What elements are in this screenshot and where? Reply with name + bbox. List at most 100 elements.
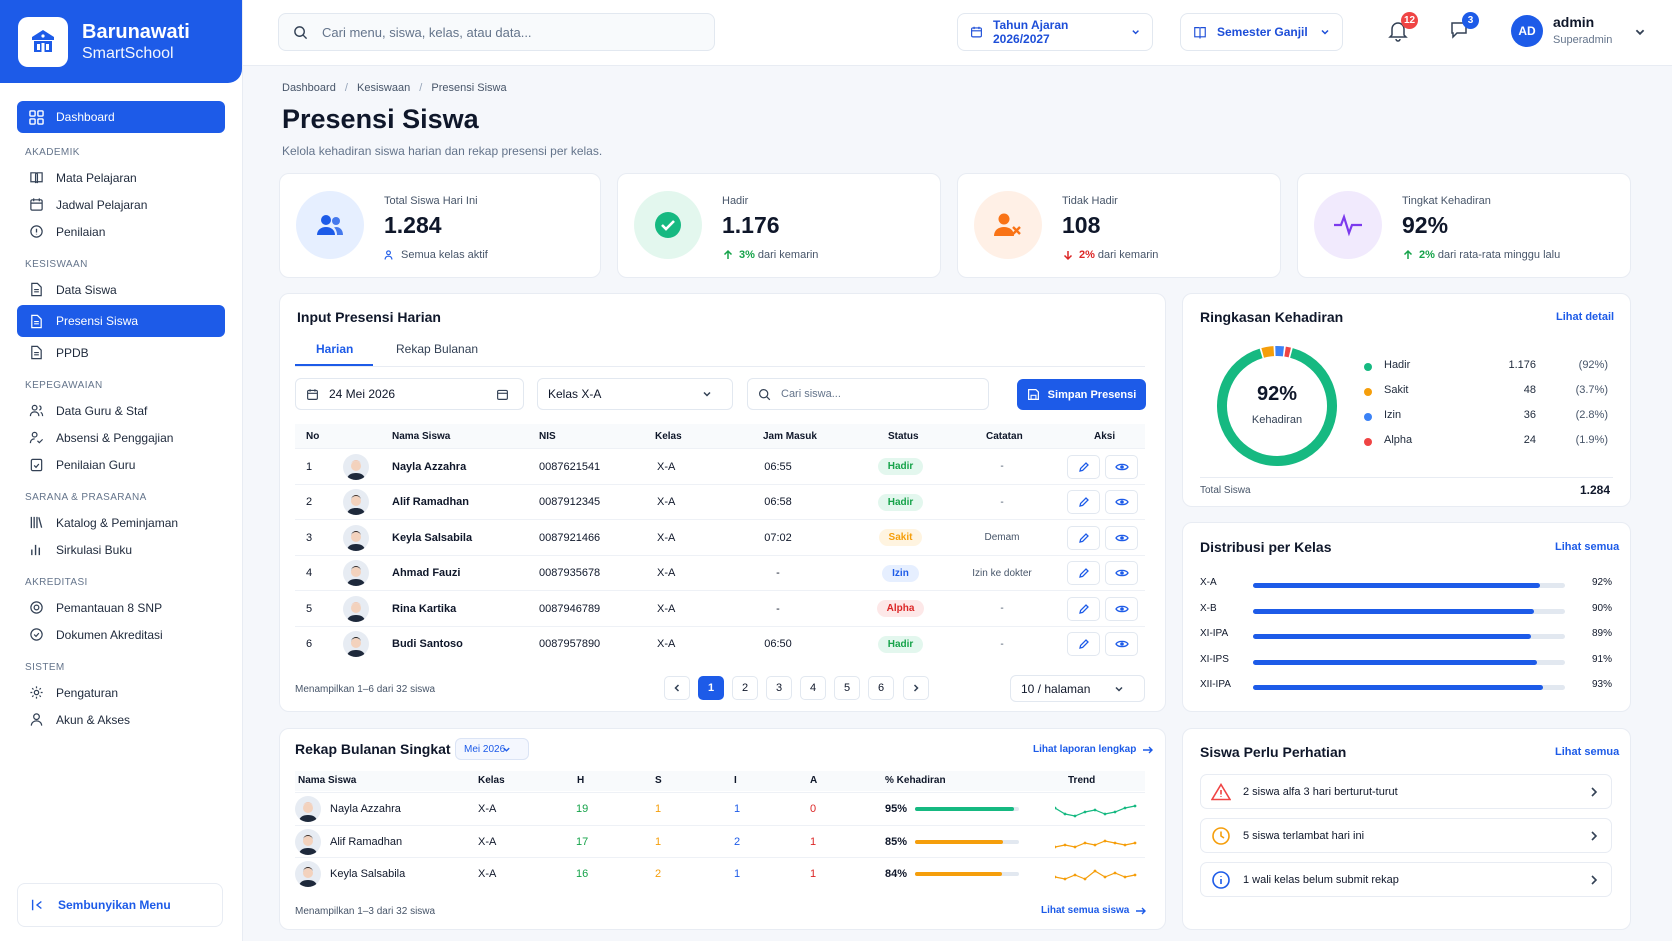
stat-delta: 3% xyxy=(739,249,755,261)
sidebar-item-pemantauan[interactable]: Pemantauan 8 SNP xyxy=(17,594,225,621)
edit-button[interactable] xyxy=(1067,525,1100,550)
all-students-link[interactable]: Lihat semua siswa xyxy=(1041,905,1147,916)
status-badge[interactable]: Sakit xyxy=(878,529,923,546)
avatar[interactable]: AD xyxy=(1511,15,1543,47)
cell-name[interactable]: Keyla Salsabila xyxy=(392,531,473,544)
sidebar-item-jadwal-pelajaran[interactable]: Jadwal Pelajaran xyxy=(17,191,225,218)
breadcrumb-item[interactable]: Dashboard xyxy=(282,82,336,94)
breadcrumb: Dashboard / Kesiswaan / Presensi Siswa xyxy=(282,82,507,94)
breadcrumb-item[interactable]: Kesiswaan xyxy=(357,82,411,94)
edit-button[interactable] xyxy=(1067,561,1100,585)
save-icon xyxy=(1027,389,1039,400)
cell-name[interactable]: Alif Ramadhan xyxy=(392,496,470,508)
semester-selector[interactable]: Semester Ganjil xyxy=(1180,13,1343,51)
per-page-select[interactable]: 10 / halaman xyxy=(1010,675,1145,702)
cell-name[interactable]: Nayla Azzahra xyxy=(392,460,467,473)
page-button[interactable]: 4 xyxy=(800,676,826,700)
view-button[interactable] xyxy=(1105,454,1138,479)
activity-icon xyxy=(1314,191,1382,259)
attention-item[interactable]: 2 siswa alfa 3 hari berturut-turut xyxy=(1200,774,1612,809)
year-selector[interactable]: Tahun Ajaran 2026/2027 xyxy=(957,13,1153,51)
sidebar-item-katalog[interactable]: Katalog & Peminjaman xyxy=(17,509,225,536)
all-students-label: Lihat semua siswa xyxy=(1041,905,1130,916)
sidebar-item-data-guru[interactable]: Data Guru & Staf xyxy=(17,397,225,424)
rekap-card xyxy=(279,728,1166,930)
date-picker[interactable]: 24 Mei 2026 xyxy=(295,378,524,410)
sidebar-item-mata-pelajaran[interactable]: Mata Pelajaran xyxy=(17,164,225,191)
page-title: Presensi Siswa xyxy=(282,104,479,134)
global-search-input[interactable]: Cari menu, siswa, kelas, atau data... xyxy=(278,13,715,51)
rekap-kelas: X-A xyxy=(478,868,497,880)
view-button[interactable] xyxy=(1105,596,1138,621)
status-badge[interactable]: Izin xyxy=(882,564,919,582)
sidebar-item-dashboard[interactable]: Dashboard xyxy=(17,101,225,133)
rekap-name[interactable]: Alif Ramadhan xyxy=(330,835,403,848)
attention-all-link[interactable]: Lihat semua xyxy=(1555,746,1620,758)
status-badge[interactable]: Alpha xyxy=(876,600,925,617)
attention-text: 5 siswa terlambat hari ini xyxy=(1243,829,1365,842)
full-report-link[interactable]: Lihat laporan lengkap xyxy=(1033,744,1154,755)
view-button[interactable] xyxy=(1105,490,1138,514)
distribution-all-link[interactable]: Lihat semua xyxy=(1555,541,1620,553)
save-attendance-button[interactable]: Simpan Presensi xyxy=(1017,379,1146,410)
edit-button[interactable] xyxy=(1067,454,1100,479)
next-page-button[interactable] xyxy=(903,676,929,700)
chevron-down-icon xyxy=(1115,686,1123,692)
user-name[interactable]: admin xyxy=(1553,14,1595,30)
attention-item[interactable]: 5 siswa terlambat hari ini xyxy=(1200,818,1612,853)
tab-harian[interactable]: Harian xyxy=(316,342,354,356)
sidebar-item-pengaturan[interactable]: Pengaturan xyxy=(17,679,225,706)
distribution-row: XI-IPA 89% xyxy=(1200,628,1612,644)
month-select[interactable]: Mei 2026 xyxy=(455,738,529,760)
sidebar-item-penilaian[interactable]: Penilaian xyxy=(17,218,225,245)
sidebar-item-data-siswa[interactable]: Data Siswa xyxy=(17,276,225,303)
distribution-kelas: XII-IPA xyxy=(1200,679,1231,690)
cell-name[interactable]: Ahmad Fauzi xyxy=(392,567,461,579)
cell-name[interactable]: Rina Kartika xyxy=(392,602,457,615)
page-button[interactable]: 3 xyxy=(766,676,792,700)
prev-page-button[interactable] xyxy=(664,676,690,700)
status-badge[interactable]: Hadir xyxy=(877,493,924,511)
page-button[interactable]: 1 xyxy=(698,676,724,700)
edit-button[interactable] xyxy=(1067,596,1100,621)
sidebar-item-penilaian-guru[interactable]: Penilaian Guru xyxy=(17,451,225,478)
sidebar-item-presensi-siswa[interactable]: Presensi Siswa xyxy=(17,305,225,337)
summary-detail-link[interactable]: Lihat detail xyxy=(1556,311,1615,323)
view-button[interactable] xyxy=(1105,632,1138,656)
sidebar-item-ppdb[interactable]: PPDB xyxy=(17,339,225,366)
chevron-down-icon[interactable] xyxy=(1634,26,1646,38)
messages-button[interactable]: 3 xyxy=(1449,12,1479,43)
sidebar-item-sirkulasi[interactable]: Sirkulasi Buku xyxy=(17,536,225,563)
view-button[interactable] xyxy=(1105,561,1138,585)
student-search-input[interactable]: Cari siswa... xyxy=(747,378,989,410)
brand[interactable]: Barunawati SmartSchool xyxy=(0,0,242,83)
avatar xyxy=(343,449,369,484)
rekap-name[interactable]: Nayla Azzahra xyxy=(330,803,401,815)
sidebar-item-dokumen[interactable]: Dokumen Akreditasi xyxy=(17,621,225,648)
hide-menu-button[interactable]: Sembunyikan Menu xyxy=(17,883,223,927)
edit-button[interactable] xyxy=(1067,632,1100,656)
sidebar-item-absensi[interactable]: Absensi & Penggajian xyxy=(17,424,225,451)
sidebar-item-akun[interactable]: Akun & Akses xyxy=(17,706,225,733)
avatar xyxy=(295,793,321,825)
page-button[interactable]: 6 xyxy=(868,676,894,700)
cell-catatan: - xyxy=(1000,603,1004,614)
kelas-select[interactable]: Kelas X-A xyxy=(537,378,733,410)
notification-button[interactable]: 12 xyxy=(1388,12,1418,45)
file-icon xyxy=(31,345,42,360)
status-badge[interactable]: Hadir xyxy=(877,458,924,475)
year-label: Tahun Ajaran 2026/2027 xyxy=(993,18,1069,46)
view-button[interactable] xyxy=(1105,525,1138,550)
page-button[interactable]: 5 xyxy=(834,676,860,700)
rekap-h: 19 xyxy=(576,803,589,815)
edit-button[interactable] xyxy=(1067,490,1100,514)
sidebar-item-label: Presensi Siswa xyxy=(56,314,139,328)
tab-rekap-bulanan[interactable]: Rekap Bulanan xyxy=(396,342,479,356)
stat-value: 92% xyxy=(1402,212,1449,238)
section-kepegawaian: KEPEGAWAIAN xyxy=(25,380,103,391)
page-button[interactable]: 2 xyxy=(732,676,758,700)
cell-name[interactable]: Budi Santoso xyxy=(392,638,463,650)
rekap-name[interactable]: Keyla Salsabila xyxy=(330,868,406,880)
status-badge[interactable]: Hadir xyxy=(877,635,924,653)
attention-item[interactable]: 1 wali kelas belum submit rekap xyxy=(1200,862,1612,897)
